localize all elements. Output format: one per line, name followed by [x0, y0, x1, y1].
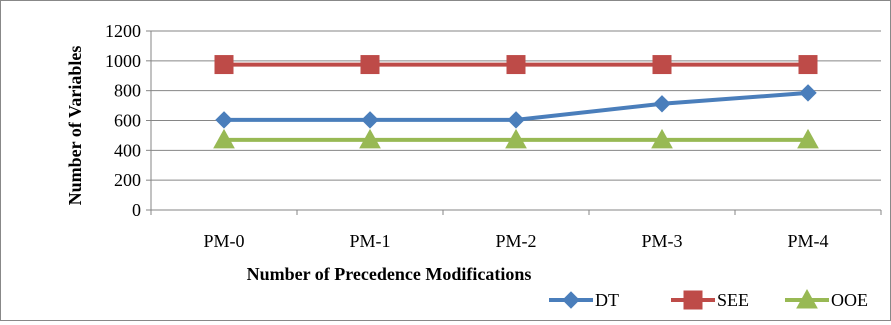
y-tick-labels: 0 200 400 600 800 1000 1200	[105, 21, 141, 220]
series-dt	[215, 84, 817, 129]
data-point	[507, 111, 525, 129]
series-ooe	[213, 128, 819, 149]
data-point	[215, 111, 233, 129]
x-tick-label: PM-0	[203, 231, 244, 251]
gridlines	[151, 30, 881, 181]
x-tick-labels: PM-0 PM-1 PM-2 PM-3 PM-4	[203, 231, 828, 251]
y-axis-title: Number of Variables	[65, 46, 85, 206]
data-point	[213, 128, 235, 149]
legend-label: DT	[595, 290, 619, 310]
data-point	[653, 95, 671, 113]
x-tick-label: PM-3	[641, 231, 682, 251]
data-point	[505, 128, 527, 149]
legend-label: SEE	[717, 290, 749, 310]
series	[213, 55, 819, 149]
legend-item-see: SEE	[671, 290, 749, 310]
data-point	[214, 55, 234, 75]
y-tick-label: 600	[114, 111, 141, 131]
y-tick-label: 800	[114, 81, 141, 101]
legend-item-ooe: OOE	[785, 288, 868, 310]
y-tick-label: 0	[132, 200, 141, 220]
legend-swatch-marker	[562, 291, 580, 309]
data-point	[359, 128, 381, 149]
legend-swatch-marker	[796, 288, 818, 309]
data-point	[799, 84, 817, 102]
x-tick-label: PM-4	[787, 231, 828, 251]
x-axis-title: Number of Precedence Modifications	[247, 264, 532, 284]
y-tick-label: 400	[114, 140, 141, 160]
data-point	[651, 128, 673, 149]
data-point	[652, 55, 672, 75]
data-point	[797, 128, 819, 149]
x-tick-label: PM-1	[349, 231, 390, 251]
data-point	[360, 55, 380, 75]
data-point	[798, 55, 818, 75]
data-point	[506, 55, 526, 75]
y-tick-label: 200	[114, 170, 141, 190]
legend: DT SEE OOE	[549, 288, 868, 310]
series-see	[214, 55, 818, 75]
data-point	[361, 111, 379, 129]
legend-item-dt: DT	[549, 290, 619, 310]
axes	[146, 30, 882, 215]
y-tick-label: 1000	[105, 51, 141, 71]
legend-label: OOE	[831, 290, 868, 310]
x-tick-label: PM-2	[495, 231, 536, 251]
y-tick-label: 1200	[105, 21, 141, 41]
legend-swatch-marker	[683, 290, 703, 310]
